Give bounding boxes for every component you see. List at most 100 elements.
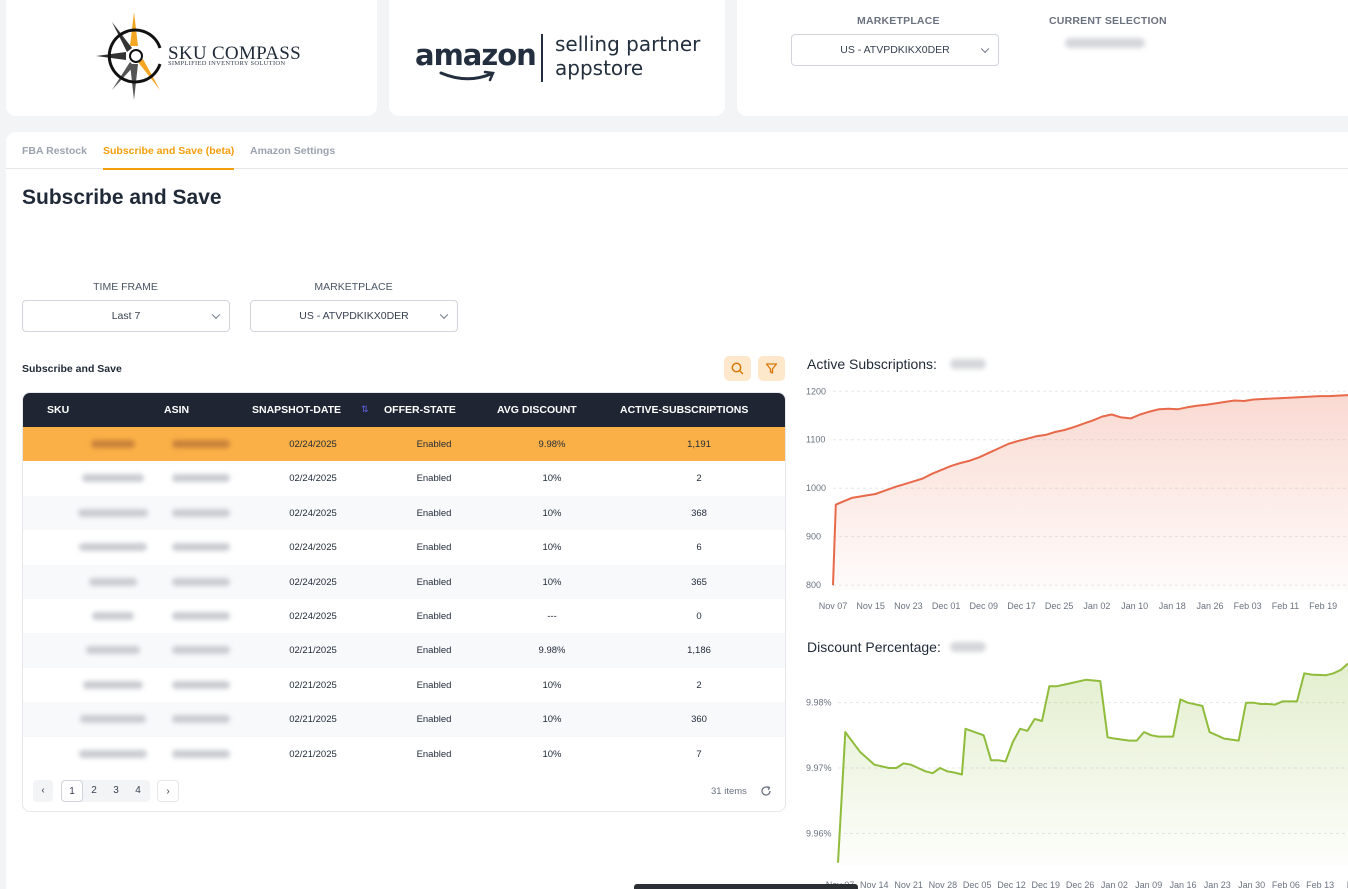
amazon-wordmark: amazon <box>415 38 537 72</box>
sort-icon[interactable]: ⇅ <box>361 404 369 414</box>
asin-cell <box>172 646 230 655</box>
table-row[interactable]: 02/21/2025 Enabled 9.98% 1,186 <box>23 633 785 668</box>
offer-state-cell: Enabled <box>416 507 452 519</box>
filter-marketplace-select[interactable]: US - ATVPDKIKX0DER <box>250 300 458 332</box>
sku-cell <box>78 508 148 517</box>
active-subscriptions-cell: 2 <box>696 473 702 485</box>
search-button[interactable] <box>724 356 751 381</box>
appstore-line2: appstore <box>555 56 644 80</box>
filter-marketplace-label: MARKETPLACE <box>314 281 393 293</box>
tab-amazon-settings[interactable]: Amazon Settings <box>250 145 336 157</box>
sku-cell <box>86 646 140 655</box>
time-frame-select[interactable]: Last 7 <box>22 300 230 332</box>
amazon-smile-icon <box>439 70 495 82</box>
table-row[interactable]: 02/24/2025 Enabled 10% 6 <box>23 530 785 564</box>
time-frame-label: TIME FRAME <box>93 281 158 293</box>
snapshot-date-cell: 02/21/2025 <box>289 645 337 657</box>
subscribe-save-table: SKU ASIN SNAPSHOT-DATE ⇅ OFFER-STATE AVG… <box>22 392 786 812</box>
sku-cell <box>79 543 147 552</box>
table-row[interactable]: 02/24/2025 Enabled 10% 2 <box>23 461 785 495</box>
asin-cell <box>172 749 230 758</box>
y-tick-label: 1100 <box>806 435 825 445</box>
chevron-down-icon <box>980 44 990 54</box>
x-tick-label: Jan 16 <box>1169 880 1196 889</box>
offer-state-cell: Enabled <box>416 748 452 760</box>
y-tick-label: 9.97% <box>806 763 832 773</box>
y-tick-label: 9.96% <box>806 828 832 838</box>
series-area <box>838 663 1348 866</box>
table-row[interactable]: 02/21/2025 Enabled 10% 2 <box>23 668 785 702</box>
y-tick-label: 9.98% <box>806 698 832 708</box>
marketplace-card: MARKETPLACE US - ATVPDKIKX0DER CURRENT S… <box>737 0 1348 116</box>
page-2-button[interactable]: 2 <box>91 785 97 796</box>
table-row[interactable]: 02/24/2025 Enabled --- 0 <box>23 599 785 633</box>
bottom-toolbar <box>634 884 858 889</box>
snapshot-date-cell: 02/21/2025 <box>289 748 337 760</box>
col-active-subscriptions[interactable]: ACTIVE-SUBSCRIPTIONS <box>620 404 749 416</box>
avg-discount-cell: 10% <box>542 679 562 691</box>
sku-compass-tagline: SIMPLIFIED INVENTORY SOLUTION <box>168 60 286 67</box>
x-tick-label: Feb 06 <box>1272 880 1300 889</box>
snapshot-date-cell: 02/24/2025 <box>289 473 337 485</box>
offer-state-cell: Enabled <box>416 473 452 485</box>
avg-discount-cell: --- <box>547 611 557 622</box>
x-tick-label: Nov 07 <box>819 601 848 611</box>
subs-chart-title-blurred <box>950 359 986 369</box>
table-row[interactable]: 02/21/2025 Enabled 10% 7 <box>23 737 785 771</box>
snapshot-date-cell: 02/24/2025 <box>289 611 337 622</box>
discount-chart-title-text: Discount Percentage: <box>807 639 941 655</box>
table-row[interactable]: 02/21/2025 Enabled 10% 360 <box>23 702 785 737</box>
page-3-button[interactable]: 3 <box>113 785 119 796</box>
offer-state-cell: Enabled <box>416 439 452 450</box>
table-row-selected[interactable]: 02/24/2025 Enabled 9.98% 1,191 <box>23 427 785 462</box>
header-marketplace-label: MARKETPLACE <box>857 15 940 27</box>
x-tick-label: Jan 23 <box>1204 880 1231 889</box>
table-section-title: Subscribe and Save <box>22 363 122 375</box>
x-tick-label: Feb <box>1347 880 1348 889</box>
amazon-appstore-card: amazon selling partner appstore <box>389 0 725 116</box>
filter-button[interactable] <box>758 356 785 381</box>
offer-state-cell: Enabled <box>416 679 452 691</box>
filter-marketplace-value: US - ATVPDKIKX0DER <box>299 310 409 322</box>
page-1-button[interactable]: 1 <box>61 780 83 802</box>
offer-state-cell: Enabled <box>416 645 452 657</box>
col-sku[interactable]: SKU <box>47 404 70 416</box>
y-tick-label: 1000 <box>806 483 826 493</box>
col-avg-discount[interactable]: AVG DISCOUNT <box>497 404 577 416</box>
table-row[interactable]: 02/24/2025 Enabled 10% 365 <box>23 564 785 599</box>
current-selection-label: CURRENT SELECTION <box>1049 15 1167 27</box>
x-tick-label: Feb 03 <box>1234 601 1262 611</box>
sku-cell <box>79 749 147 758</box>
sku-cell <box>91 440 135 448</box>
refresh-icon[interactable] <box>759 784 773 798</box>
page-4-button[interactable]: 4 <box>135 785 141 796</box>
avg-discount-cell: 10% <box>542 473 562 485</box>
active-subscriptions-chart: 800 900 1000 1100 1200 Nov 07 Nov 15 Nov 23 Dec … <box>806 386 1348 611</box>
active-subscriptions-cell: 1,191 <box>687 439 711 450</box>
chevron-down-icon <box>439 310 449 320</box>
col-offer-state[interactable]: OFFER-STATE <box>384 404 456 416</box>
x-tick-label: Feb 11 <box>1272 601 1299 611</box>
col-snapshot-date[interactable]: SNAPSHOT-DATE <box>252 404 342 416</box>
tab-subscribe-and-save[interactable]: Subscribe and Save (beta) <box>103 145 235 170</box>
x-tick-label: Nov 14 <box>860 880 889 889</box>
asin-cell <box>172 508 230 517</box>
x-tick-label: Jan 26 <box>1196 601 1223 611</box>
y-tick-label: 800 <box>806 580 821 590</box>
col-asin[interactable]: ASIN <box>164 404 190 416</box>
tab-fba-restock[interactable]: FBA Restock <box>22 145 87 157</box>
y-tick-label: 900 <box>806 532 821 542</box>
active-subscriptions-cell: 6 <box>696 542 702 554</box>
x-tick-label: Nov 21 <box>894 880 923 889</box>
prev-page-button[interactable]: ‹ <box>33 780 53 802</box>
table-row[interactable]: 02/24/2025 Enabled 10% 368 <box>23 495 785 531</box>
active-subscriptions-cell: 1,186 <box>687 645 711 657</box>
sku-cell <box>92 612 134 620</box>
items-count: 31 items <box>711 786 747 797</box>
avg-discount-cell: 9.98% <box>538 645 566 657</box>
header-marketplace-select[interactable]: US - ATVPDKIKX0DER <box>791 34 999 66</box>
next-page-button[interactable]: › <box>157 780 179 802</box>
active-subscriptions-cell: 2 <box>696 679 702 691</box>
x-tick-label: Jan 30 <box>1238 880 1265 889</box>
snapshot-date-cell: 02/24/2025 <box>289 576 337 588</box>
